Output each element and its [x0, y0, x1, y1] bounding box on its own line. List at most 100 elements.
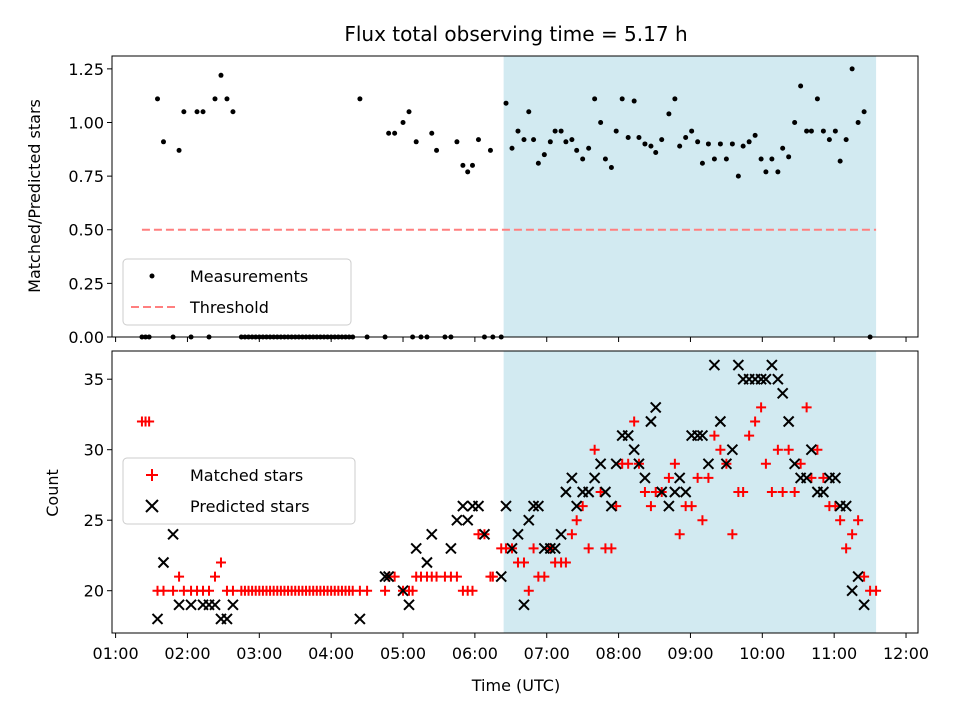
predicted-point — [495, 570, 507, 583]
predicted-point — [478, 528, 491, 541]
predicted-point — [594, 458, 607, 470]
measurement-point — [804, 128, 810, 134]
predicted-point — [858, 599, 870, 611]
predicted-point — [628, 443, 640, 456]
measurement-point — [194, 109, 200, 115]
x-tick-label: 05:00 — [380, 644, 426, 663]
measurement-point — [558, 128, 564, 134]
predicted-point — [588, 472, 601, 484]
predicted-point — [720, 458, 733, 470]
matched-point — [467, 585, 478, 596]
matched-point — [158, 585, 169, 596]
predicted-point — [663, 500, 675, 512]
measurement-point — [547, 139, 553, 145]
measurement-point — [735, 173, 741, 179]
predicted-point — [622, 429, 634, 442]
top-y-tick-label: 0.00 — [68, 328, 104, 347]
measurement-point — [769, 156, 775, 162]
measurement-point — [487, 147, 493, 153]
x-tick-label: 01:00 — [93, 644, 139, 663]
predicted-point — [852, 570, 864, 583]
measurement-point — [648, 143, 654, 149]
matched-point — [871, 585, 882, 596]
measurement-point — [160, 139, 166, 145]
top-y-tick-label: 0.25 — [68, 274, 104, 293]
matched-point — [697, 515, 708, 526]
matched-point — [835, 515, 846, 526]
predicted-point — [669, 486, 681, 498]
predicted-point — [518, 599, 530, 611]
matched-point — [818, 472, 829, 483]
matched-point — [566, 529, 577, 540]
legend-measurements-label: Measurements — [190, 267, 308, 286]
measurement-point — [740, 143, 746, 149]
top-legend: Measurements Threshold — [122, 258, 352, 326]
matched-point — [750, 416, 761, 427]
bottom-y-tick-label: 35 — [84, 370, 104, 389]
matched-point — [487, 571, 498, 582]
matched-point — [715, 444, 726, 455]
predicted-point — [788, 458, 801, 470]
predicted-point — [776, 387, 789, 400]
measurement-point — [434, 147, 440, 153]
x-tick-label: 09:00 — [667, 644, 713, 663]
predicted-point — [421, 556, 433, 569]
legend-predicted-label: Predicted stars — [190, 497, 310, 516]
matched-point — [168, 585, 179, 596]
measurement-point — [181, 109, 187, 115]
bottom-y-tick-label: 20 — [84, 582, 104, 601]
measurement-point — [230, 109, 236, 115]
top-y-tick-label: 1.00 — [68, 113, 104, 132]
matched-point — [539, 571, 550, 582]
matched-point — [431, 571, 442, 582]
measurement-point — [808, 128, 814, 134]
measurement-point — [677, 143, 683, 149]
predicted-point — [732, 359, 745, 371]
measurement-point — [717, 141, 723, 147]
matched-point — [577, 501, 588, 512]
measurement-point — [619, 96, 625, 102]
predicted-point — [708, 359, 721, 371]
measurement-point — [820, 128, 826, 134]
measurement-point — [746, 139, 752, 145]
predicted-point — [605, 500, 618, 512]
measurement-point — [469, 162, 475, 168]
predicted-point — [610, 458, 622, 470]
predicted-point — [817, 486, 830, 498]
predicted-point — [532, 500, 545, 512]
matched-point — [709, 430, 720, 441]
predicted-point — [656, 486, 668, 498]
measurement-point — [602, 156, 608, 162]
measurement-point — [218, 72, 224, 78]
predicted-point — [772, 373, 784, 385]
top-y-axis-label: Matched/Predicted stars — [25, 99, 44, 293]
x-tick-label: 08:00 — [596, 644, 642, 663]
measurement-point — [392, 130, 398, 136]
bottom-predicted-points — [151, 359, 870, 625]
x-tick-label: 07:00 — [524, 644, 570, 663]
predicted-point — [755, 373, 767, 385]
x-tick-label: 10:00 — [739, 644, 785, 663]
x-tick-label: 02:00 — [164, 644, 210, 663]
matched-point — [783, 444, 794, 455]
top-x-ticks — [115, 337, 907, 342]
measurement-point — [586, 145, 592, 151]
measurement-point — [598, 119, 604, 125]
measurement-point — [689, 128, 695, 134]
measurement-point — [699, 160, 705, 166]
measurement-point — [695, 139, 701, 145]
matched-point — [738, 487, 749, 497]
predicted-point — [766, 359, 778, 371]
predicted-point — [829, 472, 842, 484]
measurement-point — [705, 141, 711, 147]
shaded-span — [503, 56, 877, 337]
measurement-point — [798, 83, 804, 89]
predicted-point — [679, 486, 692, 498]
measurement-point — [200, 109, 206, 115]
bottom-frame-rect — [111, 350, 919, 634]
top-y-tick-label: 0.75 — [68, 167, 104, 186]
x-axis-label: Time (UTC) — [471, 676, 560, 695]
measurement-point — [406, 109, 412, 115]
predicted-point — [555, 528, 567, 541]
